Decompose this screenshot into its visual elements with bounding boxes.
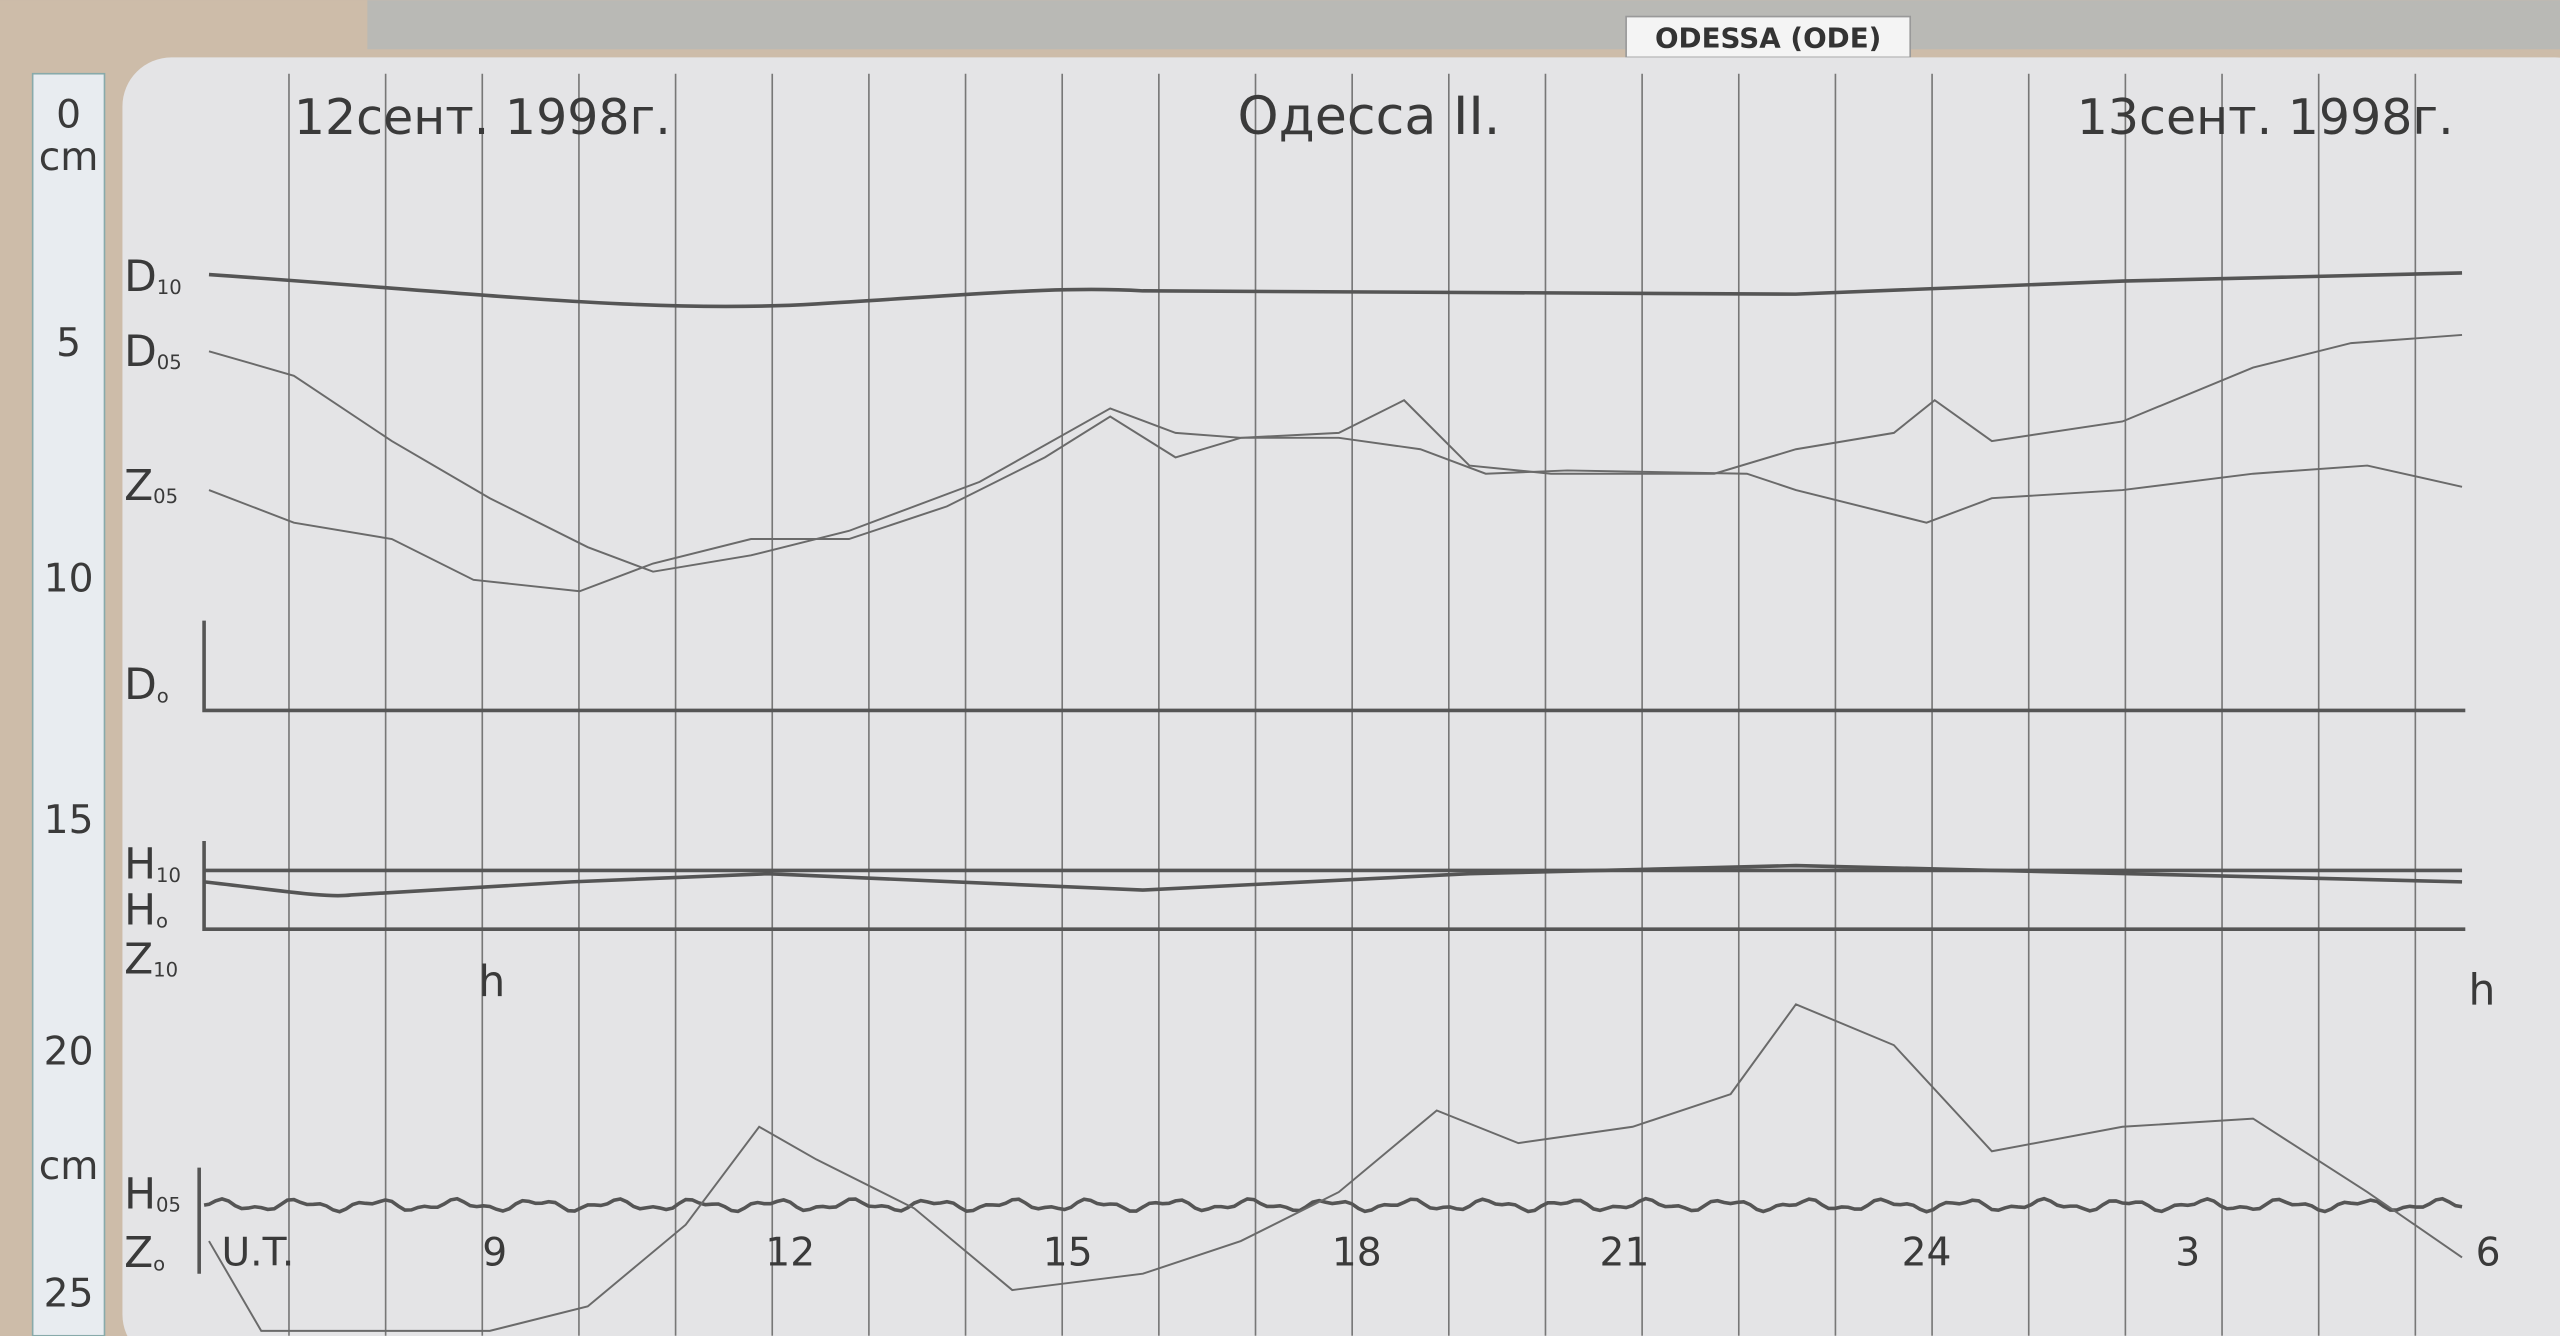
trace-symbol: H [124,886,156,935]
trace-label: Do [124,661,169,710]
time-label: 12 [765,1231,815,1276]
trace-label: Z10 [124,935,178,984]
grid [288,73,2417,1336]
trace-label: Zo [124,1229,165,1278]
trace-d0-axis [202,620,2466,713]
ruler [31,72,106,1336]
trace-subscript: o [157,684,169,707]
time-label: 3 [2175,1231,2200,1276]
trace-label: Z05 [124,462,178,511]
trace-symbol: Z [124,462,153,511]
trace-label: D10 [124,253,182,302]
ruler-mark: 15 [44,798,94,843]
station-tag: ODESSA (ODE) [1655,22,1881,55]
ruler-mark: cm [39,135,99,180]
trace-h05 [203,1196,2463,1214]
trace-subscript: 10 [157,276,182,299]
trace-subscript: 10 [153,959,178,982]
date-left: 12сент. 1998г. [294,89,671,146]
trace-label: D05 [124,328,182,377]
metal-strip [367,0,2560,50]
time-label: 9 [482,1231,507,1276]
trace-symbol: D [124,253,157,302]
trace-symbol: D [124,661,157,710]
time-label: 6 [2476,1231,2501,1276]
ruler-mark: 25 [44,1271,94,1316]
trace-symbol: D [124,328,157,377]
paper [122,57,2560,1336]
trace-d10 [208,271,2463,309]
ruler-mark: 5 [56,321,81,366]
ruler-mark: 10 [44,556,94,601]
trace-z0 [208,1003,2463,1332]
time-label: 18 [1332,1231,1382,1276]
trace-symbol: Z [124,1229,153,1278]
time-label: 21 [1600,1231,1650,1276]
trace-subscript: o [156,910,168,933]
station-name: Одесса II. [1238,87,1501,147]
ruler-mark: 20 [44,1030,94,1075]
trace-subscript: 10 [156,864,181,887]
trace-d05 [208,333,2463,573]
trace-label: Ho [124,886,168,935]
trace-label: H10 [124,841,181,890]
trace-z10 [202,841,2466,932]
time-axis: U.T. 9 12 15 18 21 24 3 6 [222,1231,2501,1276]
hour-mark: h [478,958,505,1007]
trace-subscript: o [153,1252,165,1275]
trace-subscript: 05 [157,351,182,374]
trace-subscript: 05 [156,1194,181,1217]
ruler-mark: 0 [56,93,81,138]
date-right: 13сент. 1998г. [2077,89,2454,146]
trace-symbol: Z [124,935,153,984]
trace-h0 [203,863,2463,898]
ruler-mark: cm [39,1144,99,1189]
trace-label: H05 [124,1170,181,1219]
time-label: U.T. [222,1231,295,1276]
trace-subscript: 05 [153,485,178,508]
label-plate [1625,15,1912,59]
time-label: 24 [1902,1231,1952,1276]
trace-z05 [208,415,2463,593]
trace-symbol: H [124,1170,156,1219]
time-label: 15 [1043,1231,1093,1276]
hour-mark: h [2469,966,2496,1015]
trace-symbol: H [124,841,156,890]
